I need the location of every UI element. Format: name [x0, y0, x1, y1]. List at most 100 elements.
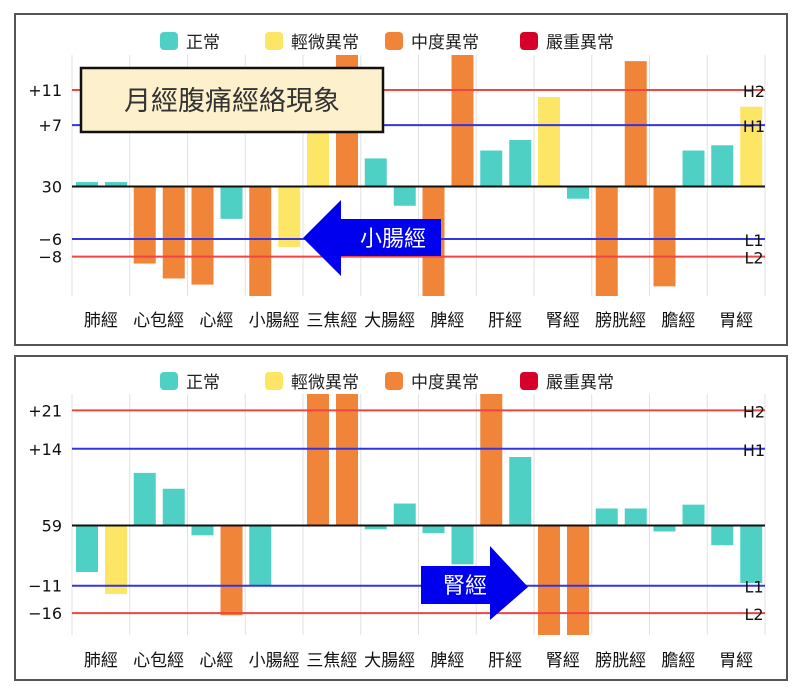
bar-胃經-left [711, 525, 734, 546]
y-tick-label: −8 [38, 248, 62, 267]
y-tick-label: +11 [28, 81, 62, 100]
legend-label: 輕微異常 [291, 373, 359, 393]
category-label: 腎經 [546, 311, 580, 331]
category-label: 小腸經 [249, 311, 300, 331]
bar-膀胱經-right [624, 508, 647, 526]
bar-膀胱經-left [595, 508, 618, 526]
bar-肺經-left [76, 182, 98, 187]
y-tick-label: +14 [28, 440, 62, 459]
bar-心包經-left [133, 186, 156, 264]
category-label: 大腸經 [364, 311, 415, 331]
reference-line-label: L1 [744, 578, 763, 597]
y-tick-label: +7 [38, 116, 62, 135]
bar-心包經-right [162, 186, 185, 279]
bar-肺經-right [105, 525, 127, 594]
bar-脾經-left [422, 525, 445, 534]
chart-title: 月經腹痛經絡現象 [124, 86, 340, 117]
legend-label: 嚴重異常 [546, 373, 614, 393]
annotation-label: 小腸經 [360, 227, 426, 252]
legend-label: 輕微異常 [291, 33, 359, 53]
y-tick-label: −16 [28, 604, 62, 623]
bar-三焦經-right [336, 394, 358, 526]
category-label: 胃經 [719, 311, 753, 331]
category-label: 三焦經 [306, 651, 357, 671]
bar-胃經-right [740, 525, 763, 583]
legend-swatch [385, 372, 403, 390]
legend-label: 嚴重異常 [546, 33, 614, 53]
reference-line-label: H2 [743, 402, 765, 421]
reference-line-label: L2 [744, 605, 763, 624]
bar-心經-right [220, 186, 243, 219]
chart-panel-2: 正常 輕微異常 中度異常 嚴重異常 +21 H2 +14 H1 59 −11 L1 −16 L2 肺經 心包… [14, 355, 788, 681]
legend-swatch [385, 32, 403, 50]
bar-大腸經-right [393, 503, 416, 526]
bar-大腸經-left [364, 525, 387, 530]
arrow-right-icon [421, 546, 528, 620]
bar-膽經-right [682, 504, 705, 526]
category-label: 脾經 [430, 311, 464, 331]
category-label: 膽經 [661, 311, 695, 331]
reference-line-label: H1 [743, 441, 765, 460]
bar-小腸經-left [249, 525, 272, 587]
bar-腎經-left [538, 97, 560, 187]
category-label: 心經 [199, 651, 233, 671]
category-label: 心經 [199, 311, 233, 331]
category-label: 胃經 [719, 651, 753, 671]
bar-大腸經-right [393, 186, 416, 206]
category-label: 大腸經 [364, 651, 415, 671]
y-tick-label: +21 [28, 401, 62, 420]
category-label: 脾經 [430, 651, 464, 671]
legend-swatch [160, 32, 178, 50]
panel-border [14, 13, 788, 346]
bar-心包經-right [162, 488, 185, 526]
category-label: 三焦經 [306, 311, 357, 331]
bar-膽經-left [653, 186, 676, 287]
y-tick-label: −6 [38, 230, 62, 249]
category-label: 心包經 [133, 311, 184, 331]
bar-心包經-left [133, 472, 156, 526]
arrow-left-icon [303, 200, 441, 276]
bar-腎經-right [567, 525, 589, 635]
reference-line-label: H1 [743, 117, 765, 136]
bar-脾經-right [451, 55, 474, 187]
bar-胃經-right [740, 106, 763, 187]
bar-肝經-left [480, 394, 503, 526]
reference-line-label: L2 [744, 249, 763, 268]
title-box [79, 66, 385, 134]
legend-swatch [520, 32, 538, 50]
category-label: 膽經 [661, 651, 695, 671]
bar-心經-left [191, 186, 214, 285]
bar-心經-left [191, 525, 214, 536]
bar-膀胱經-right [624, 61, 647, 187]
reference-line-label: H2 [743, 82, 765, 101]
legend-label: 正常 [186, 373, 220, 393]
bar-肝經-right [509, 140, 532, 187]
bar-膽經-left [653, 525, 676, 532]
legend-label: 中度異常 [411, 373, 479, 393]
bar-肝經-left [480, 150, 503, 187]
category-label: 肝經 [488, 651, 522, 671]
bar-肺經-right [105, 182, 127, 187]
legend-swatch [265, 372, 283, 390]
legend-label: 正常 [186, 33, 220, 53]
legend-swatch [265, 32, 283, 50]
bar-肺經-left [76, 525, 98, 573]
category-label: 膀胱經 [595, 311, 646, 331]
category-label: 膀胱經 [595, 651, 646, 671]
category-label: 肺經 [84, 311, 118, 331]
bar-心經-right [220, 525, 243, 616]
category-label: 心包經 [133, 651, 184, 671]
legend-label: 中度異常 [411, 33, 479, 53]
category-label: 腎經 [546, 651, 580, 671]
y-tick-label: 59 [42, 516, 62, 535]
bar-小腸經-right [278, 186, 301, 247]
chart-panel-1: 正常 輕微異常 中度異常 嚴重異常 +11 H2 +7 H1 30 −6 L1 −8 L2 肺經 心包經 心經… [14, 13, 788, 346]
annotation-label: 腎經 [443, 574, 487, 599]
reference-line-label: L1 [744, 231, 763, 250]
bar-脾經-right [451, 525, 474, 565]
bar-膽經-right [682, 150, 705, 187]
bar-胃經-left [711, 145, 734, 187]
category-label: 小腸經 [249, 651, 300, 671]
bar-腎經-right [567, 186, 589, 199]
